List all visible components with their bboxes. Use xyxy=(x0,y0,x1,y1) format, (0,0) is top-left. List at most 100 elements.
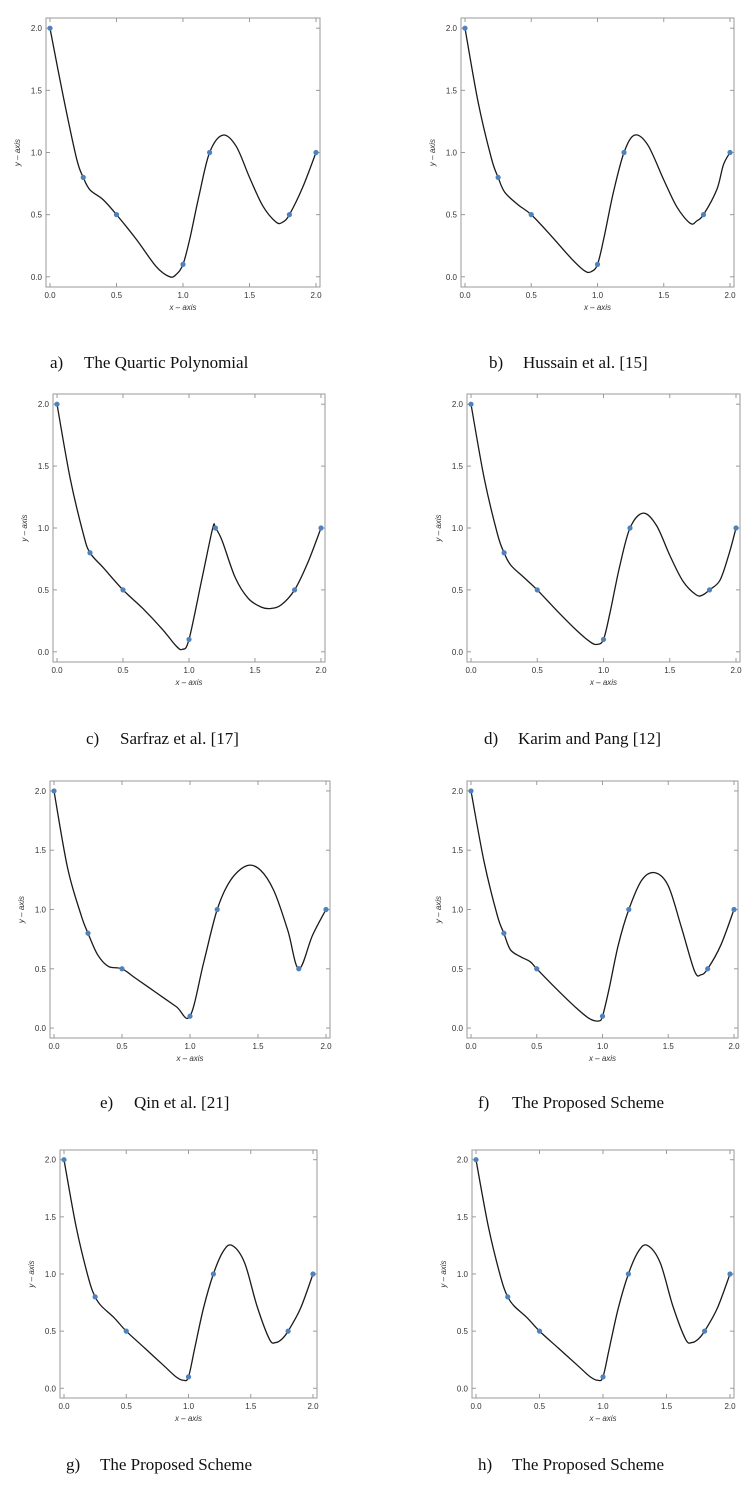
x-tick-label: 0.5 xyxy=(117,666,129,675)
data-point xyxy=(119,966,125,972)
y-tick-label: 1.5 xyxy=(38,462,50,471)
x-tick-label: 0.0 xyxy=(470,1402,482,1411)
y-axis-label: y – axis xyxy=(439,1260,448,1288)
y-tick-label: 0.5 xyxy=(31,211,43,220)
data-point xyxy=(702,1328,708,1334)
x-tick-label: 0.5 xyxy=(116,1042,128,1051)
y-axis-label: y – axis xyxy=(20,514,29,542)
y-tick-label: 2.0 xyxy=(452,787,464,796)
caption-text: The Quartic Polynomial xyxy=(84,353,249,372)
y-axis-label: y – axis xyxy=(428,139,437,167)
data-point xyxy=(731,906,737,913)
x-tick-label: 1.5 xyxy=(249,666,261,675)
x-axis-label: x – axis xyxy=(588,1054,616,1063)
data-point xyxy=(292,587,298,593)
y-tick-label: 0.5 xyxy=(452,586,464,595)
y-tick-label: 1.0 xyxy=(452,906,464,915)
data-point xyxy=(185,1374,192,1380)
data-point xyxy=(627,525,633,531)
data-point xyxy=(210,1271,216,1277)
caption-letter: b) xyxy=(489,353,504,372)
caption-letter: g) xyxy=(66,1455,81,1474)
y-tick-label: 1.5 xyxy=(452,462,464,471)
x-tick-label: 1.5 xyxy=(661,1402,673,1411)
x-tick-label: 2.0 xyxy=(315,666,327,675)
data-point xyxy=(534,966,540,972)
y-tick-label: 1.0 xyxy=(446,149,458,158)
data-point xyxy=(54,401,60,407)
x-tick-label: 0.0 xyxy=(459,291,471,300)
y-tick-label: 1.5 xyxy=(35,846,47,855)
data-point xyxy=(285,1328,291,1334)
data-point xyxy=(113,212,120,218)
y-tick-label: 2.0 xyxy=(35,787,47,796)
x-tick-label: 1.5 xyxy=(245,1402,257,1411)
data-point xyxy=(310,1271,316,1277)
x-tick-label: 1.5 xyxy=(663,1042,675,1051)
data-point xyxy=(706,587,713,593)
y-axis-label: y – axis xyxy=(13,139,22,167)
x-tick-label: 1.5 xyxy=(252,1042,264,1051)
data-point xyxy=(495,174,501,180)
y-tick-label: 0.0 xyxy=(45,1384,57,1393)
x-axis-label: x – axis xyxy=(175,1054,203,1063)
data-point xyxy=(47,25,53,31)
caption-e: e) Qin et al. [21] xyxy=(100,1093,229,1113)
caption-letter: c) xyxy=(86,729,100,748)
data-point xyxy=(296,966,302,972)
y-tick-label: 2.0 xyxy=(452,400,464,409)
caption-text: The Proposed Scheme xyxy=(512,1093,665,1112)
caption-letter: e) xyxy=(100,1093,114,1112)
caption-text: The Proposed Scheme xyxy=(100,1455,253,1474)
x-tick-label: 0.5 xyxy=(526,291,538,300)
x-tick-label: 1.0 xyxy=(183,1402,195,1411)
x-tick-label: 0.5 xyxy=(121,1402,133,1411)
y-tick-label: 0.5 xyxy=(457,1327,469,1336)
data-point xyxy=(705,966,711,972)
x-tick-label: 1.5 xyxy=(244,291,256,300)
x-tick-label: 2.0 xyxy=(307,1402,319,1411)
data-point xyxy=(621,149,627,156)
data-point xyxy=(468,788,474,794)
y-tick-label: 0.5 xyxy=(452,965,464,974)
data-point xyxy=(600,636,607,643)
data-point xyxy=(594,261,601,267)
data-point xyxy=(87,550,93,556)
data-point xyxy=(599,1013,606,1019)
data-point xyxy=(536,1328,543,1334)
y-tick-label: 0.5 xyxy=(45,1327,57,1336)
x-tick-label: 2.0 xyxy=(728,1042,740,1051)
x-tick-label: 0.0 xyxy=(51,666,63,675)
caption-text: Hussain et al. [15] xyxy=(523,353,648,372)
data-point xyxy=(626,906,632,913)
data-point xyxy=(473,1157,479,1163)
x-tick-label: 0.5 xyxy=(534,1402,546,1411)
data-point xyxy=(700,212,707,218)
y-axis-label: y – axis xyxy=(434,514,443,542)
data-point xyxy=(323,906,329,913)
data-point xyxy=(625,1271,632,1277)
y-tick-label: 1.0 xyxy=(45,1270,57,1279)
x-tick-label: 2.0 xyxy=(724,1402,736,1411)
data-point xyxy=(187,1013,193,1019)
y-tick-label: 2.0 xyxy=(45,1156,57,1165)
data-point xyxy=(727,1271,733,1277)
y-tick-label: 0.0 xyxy=(31,273,43,282)
y-axis-label: y – axis xyxy=(27,1260,36,1288)
x-tick-label: 1.0 xyxy=(177,291,189,300)
x-tick-label: 1.0 xyxy=(597,1402,609,1411)
data-point xyxy=(212,525,218,531)
data-point xyxy=(501,550,507,556)
y-tick-label: 0.5 xyxy=(446,211,458,220)
interpolant-curve xyxy=(464,28,731,274)
y-tick-label: 2.0 xyxy=(457,1156,469,1165)
data-point xyxy=(534,587,540,593)
x-axis-label: x – axis xyxy=(174,678,202,687)
x-axis-label: x – axis xyxy=(174,1414,202,1423)
caption-letter: a) xyxy=(50,353,64,372)
interpolant-curve xyxy=(475,1159,731,1382)
data-point xyxy=(80,174,86,180)
